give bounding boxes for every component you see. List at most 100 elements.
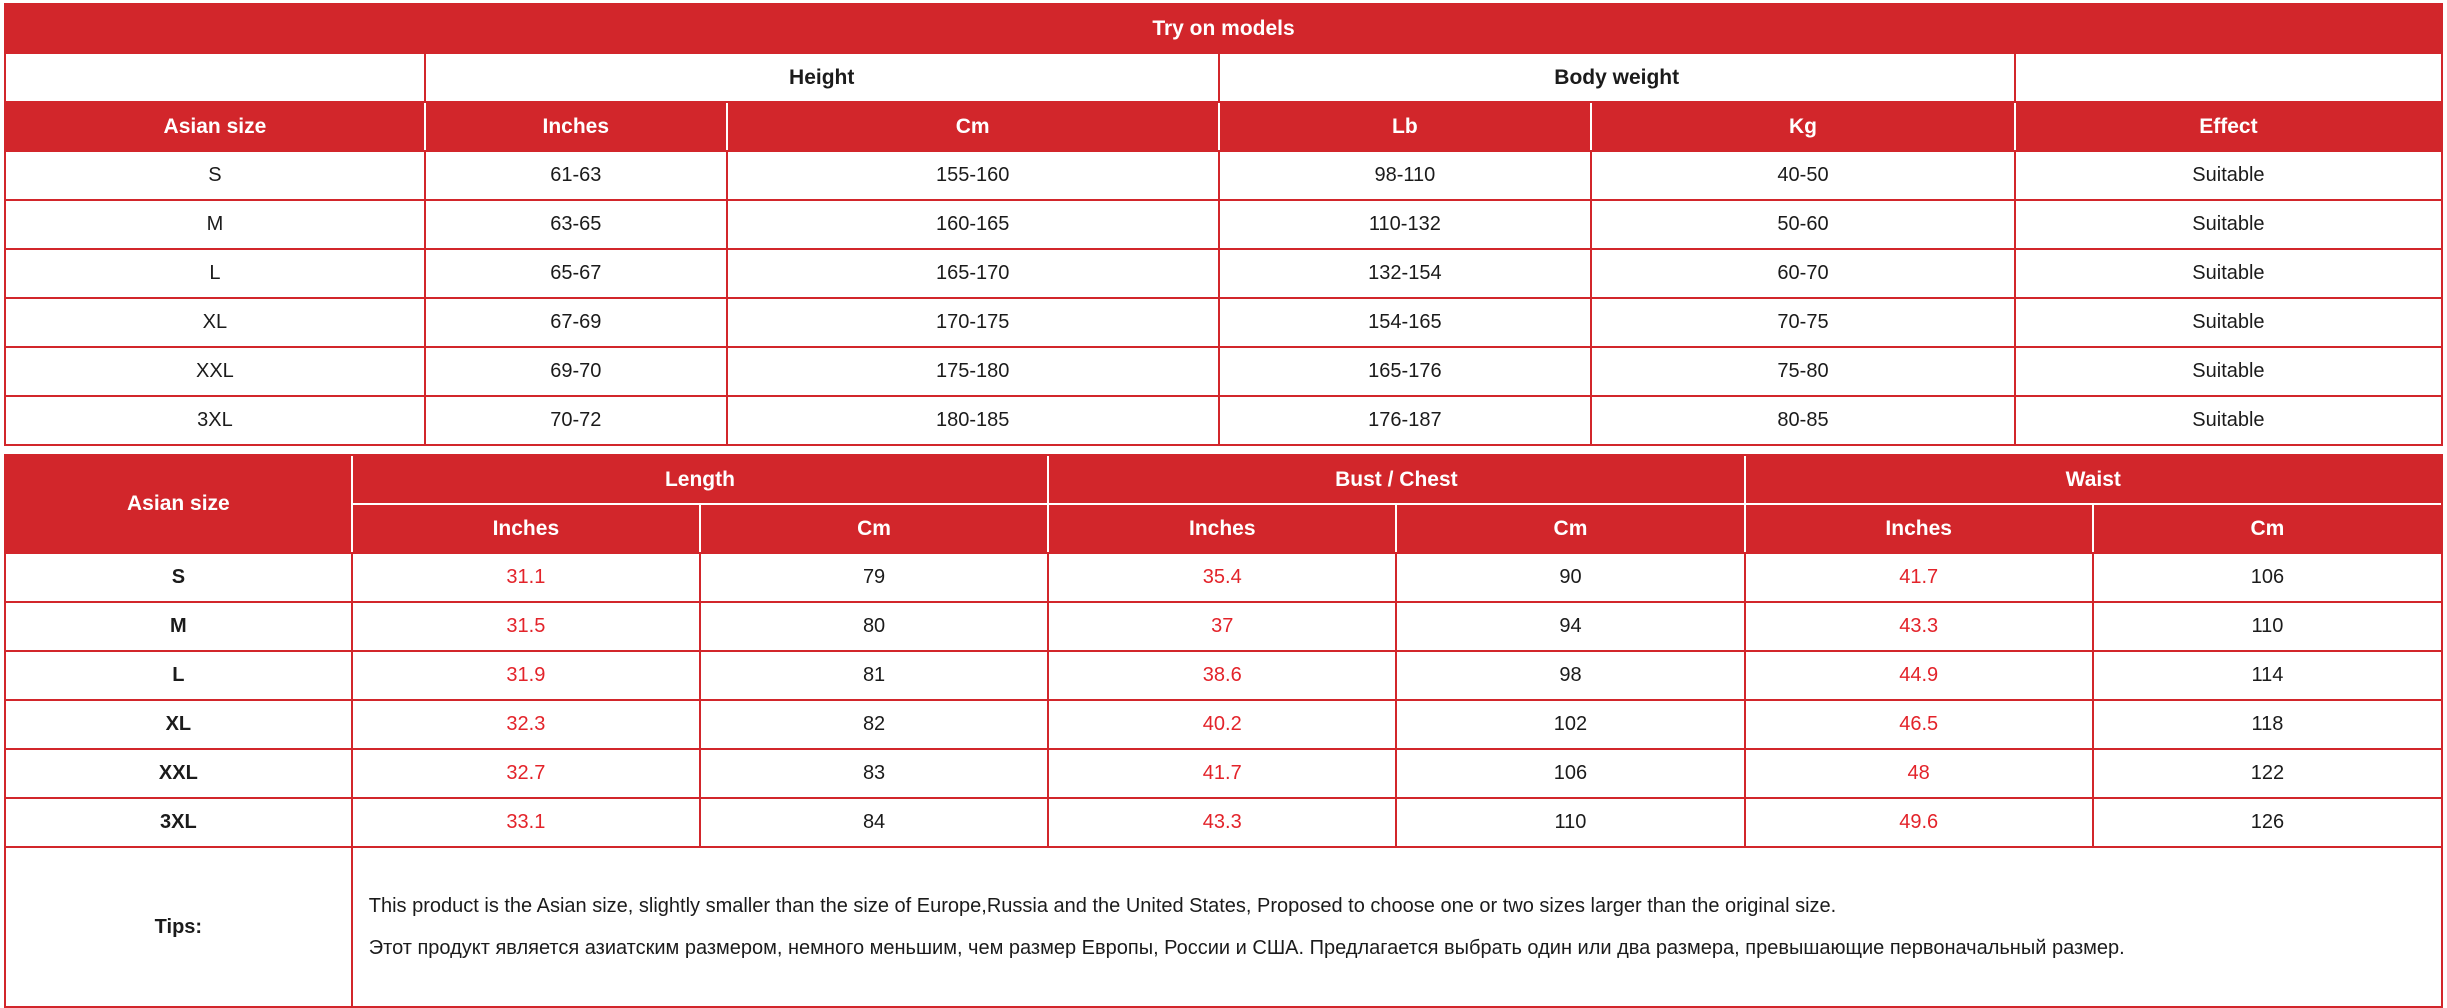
table-title-row: Try on models (6, 5, 2441, 54)
try-on-models-table-wrap: Try on models Height Body weight Asian s… (4, 3, 2443, 446)
table-cell: 31.9 (351, 651, 701, 701)
table-cell: 98-110 (1218, 151, 1593, 201)
cm-column-header: Cm (726, 102, 1220, 152)
table-cell: Suitable (2014, 151, 2441, 201)
size-cell: S (6, 151, 426, 201)
table-gap (4, 446, 2443, 454)
size-cell: XXL (6, 749, 353, 799)
table-cell: 79 (699, 553, 1050, 603)
table-cell: 122 (2092, 749, 2441, 799)
table-cell: 170-175 (726, 298, 1220, 348)
table-row: L 65-67 165-170 132-154 60-70 Suitable (6, 249, 2441, 299)
table-cell: 44.9 (1744, 651, 2094, 701)
tips-text-en: This product is the Asian size, slightly… (368, 894, 1837, 917)
size-cell: XXL (6, 347, 426, 397)
table-cell: 106 (1396, 749, 1746, 799)
table-cell: 63-65 (424, 200, 728, 250)
length-group-header: Length (351, 456, 1050, 505)
asian-size-corner-header: Asian size (6, 456, 353, 554)
table-cell: 40.2 (1048, 700, 1398, 750)
table-row: M 31.5 80 37 94 43.3 110 (6, 602, 2441, 652)
table-cell: 83 (699, 749, 1050, 799)
bust-chest-group-header: Bust / Chest (1048, 456, 1746, 505)
size-cell: XL (6, 700, 353, 750)
table-cell: 38.6 (1048, 651, 1398, 701)
table-cell: 80-85 (1591, 396, 2016, 444)
group-header-row: Asian size Length Bust / Chest Waist (6, 456, 2441, 554)
table-cell: 41.7 (1048, 749, 1398, 799)
size-cell: 3XL (6, 396, 426, 444)
try-on-models-table: Try on models Height Body weight Asian s… (6, 5, 2441, 444)
table-cell: 165-176 (1218, 347, 1593, 397)
group-header-row: Height Body weight (6, 53, 2441, 103)
table-cell: 31.1 (351, 553, 701, 603)
table-cell: Suitable (2192, 409, 2265, 431)
table-cell: 176-187 (1218, 396, 1593, 444)
table-row: XL 67-69 170-175 154-165 70-75 Suitable (6, 298, 2441, 348)
table-cell: 43.3 (1744, 602, 2094, 652)
table-cell: 31.5 (351, 602, 701, 652)
table-cell: 48 (1744, 749, 2094, 799)
length-inches-header: Inches (351, 504, 701, 554)
corner-cell (2014, 53, 2441, 103)
table-row: 3XL 70-72 180-185 176-187 80-85 Suitable (6, 396, 2441, 444)
table-cell: 132-154 (1218, 249, 1593, 299)
table-cell: 114 (2092, 651, 2441, 701)
size-cell: L (6, 249, 426, 299)
table-cell: 106 (2092, 553, 2441, 603)
table-cell: 175-180 (726, 347, 1220, 397)
table-row: S 31.1 79 35.4 90 41.7 106 (6, 553, 2441, 603)
table-cell: 160-165 (726, 200, 1220, 250)
asian-size-column-header: Asian size (6, 102, 426, 152)
table-cell: 40-50 (1591, 151, 2016, 201)
table-row: M 63-65 160-165 110-132 50-60 Suitable (6, 200, 2441, 250)
length-cm-header: Cm (699, 504, 1050, 554)
measurements-table: Asian size Length Bust / Chest Waist Inc… (6, 456, 2441, 1006)
size-cell: 3XL (6, 798, 353, 848)
table-cell: 60-70 (1591, 249, 2016, 299)
table-row: 3XL 33.1 84 43.3 110 49.6 126 (6, 798, 2441, 848)
table-cell: 90 (1396, 553, 1746, 603)
table-cell: 69-70 (424, 347, 728, 397)
table-row: S 61-63 155-160 98-110 40-50 Suitable (6, 151, 2441, 201)
table-cell: 46.5 (1744, 700, 2094, 750)
size-cell: S (6, 553, 353, 603)
table-cell: 35.4 (1048, 553, 1398, 603)
height-group-header: Height (424, 53, 1220, 103)
table-cell: 70-72 (424, 396, 728, 444)
size-cell: M (6, 602, 353, 652)
table-cell: Suitable (2014, 347, 2441, 397)
table-cell: 155-160 (726, 151, 1220, 201)
table-cell: 37 (1048, 602, 1398, 652)
kg-column-header: Kg (1591, 102, 2016, 152)
table-cell: Suitable (2014, 298, 2441, 348)
table-cell: Suitable (2014, 200, 2441, 250)
waist-group-header: Waist (1744, 456, 2441, 505)
table-cell: 50-60 (1591, 200, 2016, 250)
table-cell: 81 (699, 651, 1050, 701)
table-cell: 49.6 (1744, 798, 2094, 848)
size-cell: L (6, 651, 353, 701)
body-weight-group-header: Body weight (1218, 53, 2016, 103)
table-cell: Suitable (2014, 249, 2441, 299)
subheader-row: Inches Cm Inches Cm Inches Cm (6, 504, 2441, 554)
tips-row: Tips: This product is the Asian size, sl… (6, 847, 2441, 1006)
table-cell: 102 (1396, 700, 1746, 750)
table-cell: 43.3 (1048, 798, 1398, 848)
table-cell: 98 (1396, 651, 1746, 701)
lb-column-header: Lb (1218, 102, 1593, 152)
table-cell: 70-75 (1591, 298, 2016, 348)
table-cell: 110 (1396, 798, 1746, 848)
table-cell: 82 (699, 700, 1050, 750)
table-cell: 154-165 (1218, 298, 1593, 348)
table-cell: 180-185 (726, 396, 1220, 444)
measurements-table-wrap: Asian size Length Bust / Chest Waist Inc… (4, 454, 2443, 1008)
size-cell: M (6, 200, 426, 250)
table1-title: Try on models (6, 5, 2441, 54)
table-cell: 110 (2092, 602, 2441, 652)
table-row: XXL 69-70 175-180 165-176 75-80 Suitable (6, 347, 2441, 397)
table-cell: 33.1 (351, 798, 701, 848)
bust-cm-header: Cm (1396, 504, 1746, 554)
inches-column-header: Inches (424, 102, 728, 152)
